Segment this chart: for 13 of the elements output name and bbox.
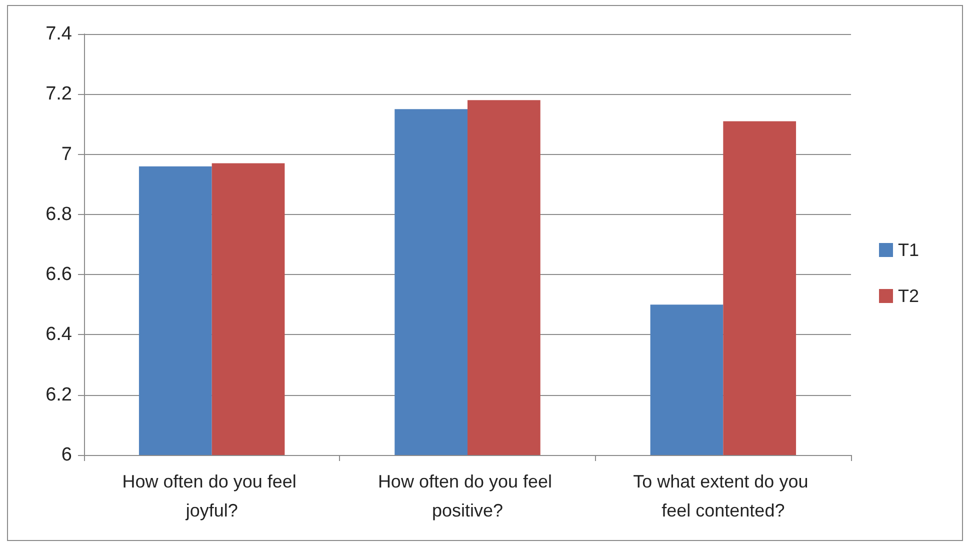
y-tick-label: 6.6: [46, 264, 72, 286]
y-tick-label: 6.2: [46, 384, 72, 406]
x-tick-label: How often do you feel positive?: [378, 472, 558, 520]
y-tick-label: 7.4: [46, 24, 72, 44]
x-tick-label: How often do you feel joyful?: [122, 472, 302, 520]
y-tick-label: 6: [61, 444, 72, 466]
y-tick-label: 7.2: [46, 84, 72, 105]
legend-label: T2: [898, 286, 920, 306]
y-tick-label: 6.8: [46, 204, 72, 225]
y-tick-label: 6.4: [46, 324, 72, 346]
y-tick-label: 7: [61, 144, 72, 165]
legend-label: T1: [898, 240, 920, 260]
x-tick-label: To what extent do you feel contented?: [633, 472, 814, 520]
